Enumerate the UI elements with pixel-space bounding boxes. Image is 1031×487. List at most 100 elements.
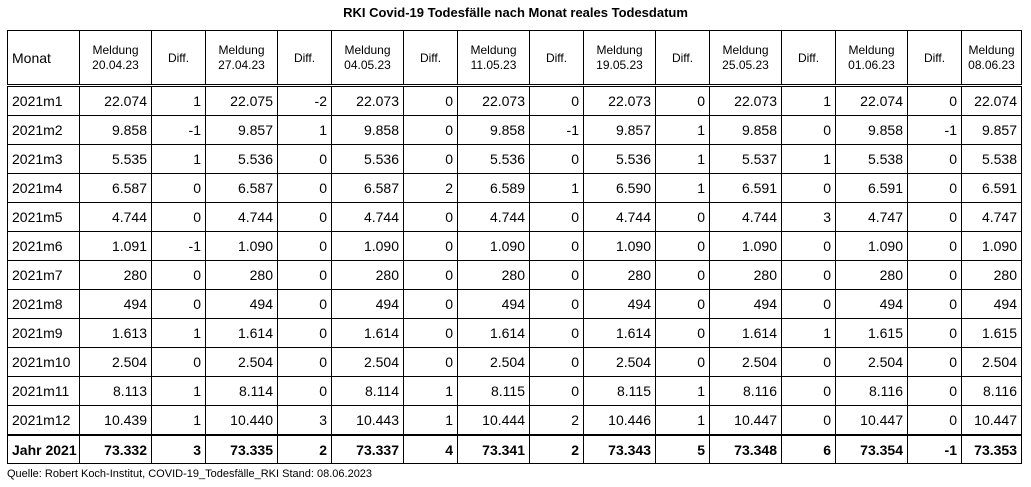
diff-value-cell: 1 — [151, 376, 206, 406]
meldung-value-cell: 5.538 — [835, 144, 908, 174]
meldung-value-cell: 4.744 — [331, 202, 404, 232]
meldung-value-cell: 5.537 — [709, 144, 782, 174]
diff-value-cell: 0 — [403, 318, 458, 348]
meldung-value-cell: 10.440 — [205, 405, 278, 436]
month-cell: 2021m12 — [7, 405, 80, 436]
month-cell: 2021m5 — [7, 202, 80, 232]
header-meldung-label: Meldung — [92, 42, 139, 57]
meldung-value-cell: 10.447 — [961, 405, 1022, 436]
month-cell: 2021m3 — [7, 144, 80, 174]
meldung-value-cell: 6.591 — [961, 173, 1022, 203]
diff-value-cell: 1 — [403, 376, 458, 406]
meldung-value-cell: 9.857 — [961, 115, 1022, 145]
diff-value-cell: 0 — [277, 144, 332, 174]
meldung-value-cell: 22.074 — [835, 84, 908, 116]
diff-value-cell: -1 — [529, 115, 584, 145]
meldung-value-cell: 1.091 — [79, 231, 152, 261]
meldung-value-cell: 22.073 — [583, 84, 656, 116]
diff-value-cell: 2 — [277, 434, 332, 464]
meldung-value-cell: 8.115 — [583, 376, 656, 406]
diff-value-cell: 1 — [151, 144, 206, 174]
meldung-value-cell: 22.073 — [331, 84, 404, 116]
diff-value-cell: 1 — [655, 173, 710, 203]
meldung-value-cell: 5.536 — [583, 144, 656, 174]
meldung-value-cell: 22.073 — [709, 84, 782, 116]
header-meldung: Meldung 25.05.23 — [709, 30, 782, 86]
diff-value-cell: 1 — [655, 144, 710, 174]
meldung-value-cell: 1.614 — [583, 318, 656, 348]
header-meldung-date: 19.05.23 — [596, 57, 643, 72]
meldung-value-cell: 2.504 — [331, 347, 404, 377]
diff-value-cell: 0 — [655, 231, 710, 261]
diff-value-cell: 1 — [151, 318, 206, 348]
diff-value-cell: 0 — [907, 376, 962, 406]
meldung-value-cell: 1.615 — [961, 318, 1022, 348]
diff-value-cell: 0 — [907, 144, 962, 174]
diff-value-cell: 3 — [151, 434, 206, 464]
header-meldung-label: Meldung — [968, 42, 1015, 57]
header-diff: Diff. — [907, 30, 962, 86]
meldung-value-cell: 73.353 — [961, 434, 1022, 464]
diff-value-cell: 0 — [655, 318, 710, 348]
meldung-value-cell: 1.615 — [835, 318, 908, 348]
diff-value-cell: 0 — [907, 289, 962, 319]
meldung-value-cell: 494 — [583, 289, 656, 319]
month-cell: 2021m11 — [7, 376, 80, 406]
diff-value-cell: 0 — [907, 318, 962, 348]
meldung-value-cell: 2.504 — [583, 347, 656, 377]
meldung-value-cell: 8.116 — [961, 376, 1022, 406]
header-meldung-date: 08.06.23 — [968, 57, 1015, 72]
diff-value-cell: 1 — [781, 84, 836, 116]
diff-value-cell: 0 — [655, 202, 710, 232]
header-meldung: Meldung 08.06.23 — [961, 30, 1022, 86]
diff-value-cell: 2 — [529, 434, 584, 464]
diff-value-cell: 0 — [151, 173, 206, 203]
meldung-value-cell: 1.614 — [331, 318, 404, 348]
header-meldung: Meldung 11.05.23 — [457, 30, 530, 86]
source-note: Quelle: Robert Koch-Institut, COVID-19_T… — [7, 468, 373, 480]
meldung-value-cell: 2.504 — [457, 347, 530, 377]
meldung-value-cell: 1.090 — [709, 231, 782, 261]
diff-value-cell: 0 — [403, 115, 458, 145]
meldung-value-cell: 6.591 — [709, 173, 782, 203]
meldung-value-cell: 2.504 — [205, 347, 278, 377]
table-body: 2021m1 22.074 1 22.075 -2 22.073 0 22.073 0 22.07… — [7, 84, 1022, 464]
diff-value-cell: 0 — [403, 289, 458, 319]
meldung-value-cell: 5.535 — [79, 144, 152, 174]
diff-value-cell: 1 — [403, 405, 458, 436]
header-meldung: Meldung 04.05.23 — [331, 30, 404, 86]
header-diff: Diff. — [151, 30, 206, 86]
header-meldung-label: Meldung — [596, 42, 643, 57]
meldung-value-cell: 73.341 — [457, 434, 530, 464]
diff-value-cell: 1 — [151, 84, 206, 116]
header-diff: Diff. — [655, 30, 710, 86]
meldung-value-cell: 4.744 — [709, 202, 782, 232]
meldung-value-cell: 1.614 — [457, 318, 530, 348]
meldung-value-cell: 10.443 — [331, 405, 404, 436]
diff-value-cell: 0 — [781, 115, 836, 145]
header-meldung: Meldung 27.04.23 — [205, 30, 278, 86]
diff-value-cell: 1 — [655, 115, 710, 145]
meldung-value-cell: 1.090 — [835, 231, 908, 261]
meldung-value-cell: 9.858 — [457, 115, 530, 145]
header-meldung-label: Meldung — [470, 42, 517, 57]
header-meldung-label: Meldung — [218, 42, 265, 57]
diff-value-cell: 0 — [403, 202, 458, 232]
meldung-value-cell: 1.090 — [331, 231, 404, 261]
diff-value-cell: 0 — [655, 84, 710, 116]
header-meldung-date: 27.04.23 — [218, 57, 265, 72]
meldung-value-cell: 4.744 — [205, 202, 278, 232]
table-row: 2021m6 1.091 -1 1.090 0 1.090 0 1.090 0 1.090 0 1.0… — [7, 231, 1022, 261]
meldung-value-cell: 4.747 — [961, 202, 1022, 232]
diff-value-cell: 0 — [781, 376, 836, 406]
meldung-value-cell: 494 — [457, 289, 530, 319]
meldung-value-cell: 73.337 — [331, 434, 404, 464]
diff-value-cell: 0 — [529, 84, 584, 116]
diff-value-cell: 0 — [781, 405, 836, 436]
header-meldung: Meldung 19.05.23 — [583, 30, 656, 86]
diff-value-cell: 0 — [529, 376, 584, 406]
header-row: Monat Meldung 20.04.23 Diff. Meldung 27.04.23… — [7, 30, 1022, 86]
meldung-value-cell: 73.335 — [205, 434, 278, 464]
meldung-value-cell: 1.614 — [709, 318, 782, 348]
table-row: 2021m9 1.613 1 1.614 0 1.614 0 1.614 0 1.614 0 1.61… — [7, 318, 1022, 348]
